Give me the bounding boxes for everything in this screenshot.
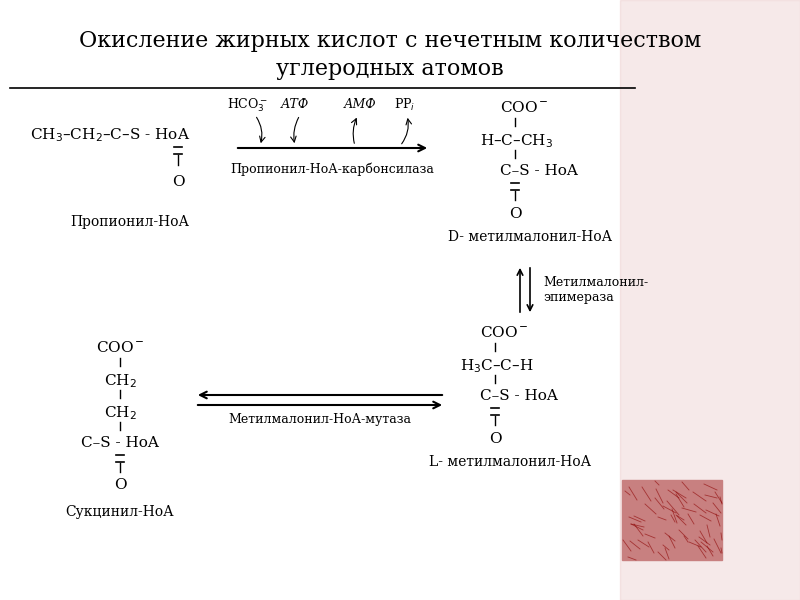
Text: АТФ: АТФ	[281, 98, 309, 112]
Text: Метилмалонил-НоА-мутаза: Метилмалонил-НоА-мутаза	[229, 413, 411, 426]
Text: COO$^-$: COO$^-$	[480, 325, 529, 340]
Text: Пропионил-НоА-карбонсилаза: Пропионил-НоА-карбонсилаза	[230, 162, 434, 175]
Text: O: O	[114, 478, 126, 492]
Text: Сукцинил-НоА: Сукцинил-НоА	[66, 505, 174, 519]
Text: CH$_2$: CH$_2$	[104, 404, 136, 422]
Text: Окисление жирных кислот с нечетным количеством: Окисление жирных кислот с нечетным колич…	[79, 30, 701, 52]
Text: L- метилмалонил-НоА: L- метилмалонил-НоА	[429, 455, 591, 469]
Text: COO$^-$: COO$^-$	[96, 340, 144, 355]
Text: углеродных атомов: углеродных атомов	[276, 58, 504, 80]
Text: H$_3$C–C–H: H$_3$C–C–H	[460, 357, 534, 374]
Text: эпимераза: эпимераза	[543, 292, 614, 304]
Text: D- метилмалонил-НоА: D- метилмалонил-НоА	[448, 230, 612, 244]
Text: АМФ: АМФ	[344, 98, 376, 112]
Text: O: O	[509, 207, 522, 221]
Text: C–S - HoA: C–S - HoA	[500, 164, 578, 178]
Text: CH$_3$–CH$_2$–C–S - HoA: CH$_3$–CH$_2$–C–S - HoA	[30, 126, 190, 144]
Text: O: O	[489, 432, 502, 446]
Text: Метилмалонил-: Метилмалонил-	[543, 275, 648, 289]
Bar	[620, 0, 800, 600]
Text: C–S - HoA: C–S - HoA	[81, 436, 159, 450]
Text: COO$^-$: COO$^-$	[500, 100, 549, 115]
Text: H–C–CH$_3$: H–C–CH$_3$	[480, 132, 554, 149]
Text: O: O	[172, 175, 184, 189]
Text: CH$_2$: CH$_2$	[104, 372, 136, 390]
Text: C–S - HoA: C–S - HoA	[480, 389, 558, 403]
Text: Пропионил-НоА: Пропионил-НоА	[70, 215, 190, 229]
Text: HCO$_3^-$: HCO$_3^-$	[226, 96, 267, 114]
Bar	[622, 480, 722, 560]
Text: PP$_i$: PP$_i$	[394, 97, 416, 113]
